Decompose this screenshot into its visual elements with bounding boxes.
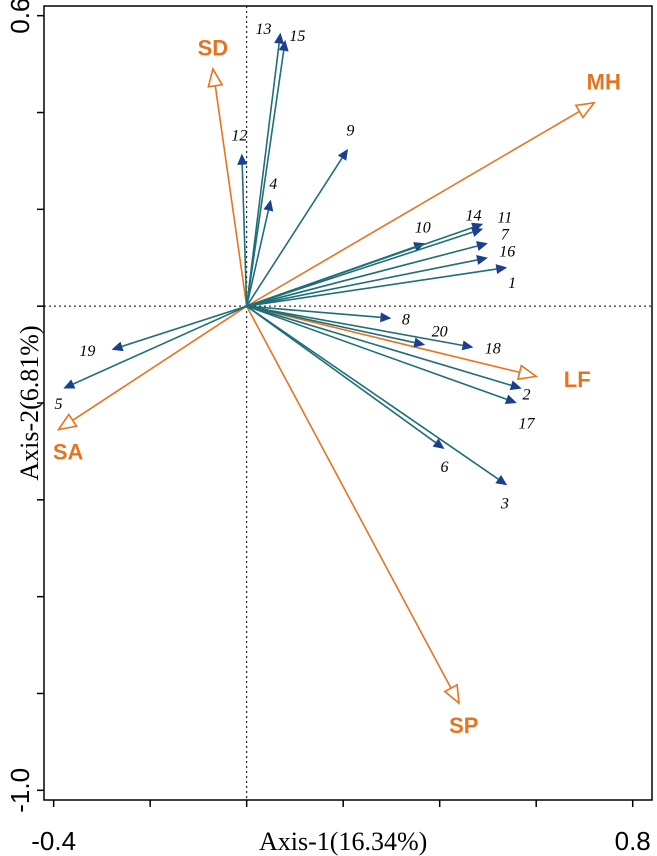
text-layer: Axis-1(16.34%) Axis-2(6.81%) -0.4 0.8 0.6 -… [5,0,651,856]
species-arrowhead-8 [380,312,392,323]
species-vector-6 [246,305,437,444]
species-vector-18 [246,305,463,347]
species-arrowhead-20 [413,337,426,348]
species-vector-2 [246,305,512,387]
species-arrowhead-6 [432,438,445,449]
species-vector-20 [246,305,415,344]
species-label-1: 1 [508,275,516,292]
species-label-18: 18 [485,340,501,357]
species-vector-15 [245,50,285,307]
species-vectors [63,32,522,486]
species-vector-1 [246,268,497,307]
species-vector-17 [246,305,507,401]
env-arrowhead-sd [207,66,224,88]
species-arrowhead-16 [476,255,488,265]
species-label-7: 7 [501,227,510,244]
species-label-17: 17 [519,415,536,432]
env-label-sd: SD [198,35,229,60]
env-label-sa: SA [53,440,84,465]
env-vector-sd [214,85,248,307]
species-vector-3 [246,305,499,480]
species-arrowhead-4 [263,199,274,212]
env-label-lf: LF [564,367,591,392]
env-vector-lf [246,305,520,374]
species-label-10: 10 [415,219,431,236]
species-label-20: 20 [432,323,448,340]
species-arrowhead-14 [471,227,484,237]
species-vector-5 [73,305,247,385]
species-arrowhead-5 [63,379,76,389]
species-arrowhead-15 [278,39,289,52]
species-label-16: 16 [499,244,515,261]
env-label-mh: MH [587,69,621,94]
species-label-15: 15 [289,28,305,45]
species-label-9: 9 [346,123,354,140]
env-arrowhead-sp [443,683,460,706]
env-arrowhead-sa [56,413,78,431]
species-vector-12 [241,164,248,307]
species-label-8: 8 [402,311,410,328]
species-label-4: 4 [269,176,277,193]
species-vector-9 [245,157,343,307]
species-label-6: 6 [441,459,449,476]
env-arrowhead-lf [516,364,539,381]
y-axis-label: Axis-2(6.81%) [15,325,44,480]
species-arrowhead-17 [504,394,517,404]
species-vector-13 [245,43,280,307]
env-vector-mh [246,110,580,307]
species-label-3: 3 [500,495,509,512]
species-label-5: 5 [54,396,62,413]
species-label-2: 2 [523,386,531,403]
species-label-11: 11 [497,210,512,227]
species-label-12: 12 [231,127,247,144]
species-vector-4 [245,210,270,307]
species-arrowhead-13 [274,32,285,45]
y-tick-label: -1.0 [5,768,35,813]
species-label-13: 13 [256,21,272,38]
species-arrowhead-2 [509,380,522,391]
species-arrowhead-18 [461,340,474,351]
env-label-sp: SP [449,713,478,738]
species-arrowhead-9 [337,148,348,161]
x-tick-label: -0.4 [31,826,76,856]
species-vector-16 [246,259,478,307]
env-arrowhead-mh [574,101,596,119]
environment-vectors [56,66,596,706]
species-arrowhead-7 [476,241,488,251]
species-arrowhead-19 [111,341,124,352]
species-arrowhead-12 [237,153,248,165]
env-vector-sp [245,305,452,689]
x-tick-label: 0.8 [615,826,651,856]
species-vector-19 [121,305,247,348]
species-vector-7 [246,245,478,307]
species-label-14: 14 [465,207,481,224]
species-vector-14 [246,231,473,307]
y-tick-label: 0.6 [5,0,35,34]
species-arrowhead-3 [495,474,508,486]
species-vector-8 [246,305,381,319]
species-arrowhead-1 [495,264,508,275]
env-vector-sa [72,305,248,421]
plot-frame-layer [37,5,653,807]
species-label-19: 19 [79,343,95,360]
x-axis-label: Axis-1(16.34%) [259,827,427,856]
